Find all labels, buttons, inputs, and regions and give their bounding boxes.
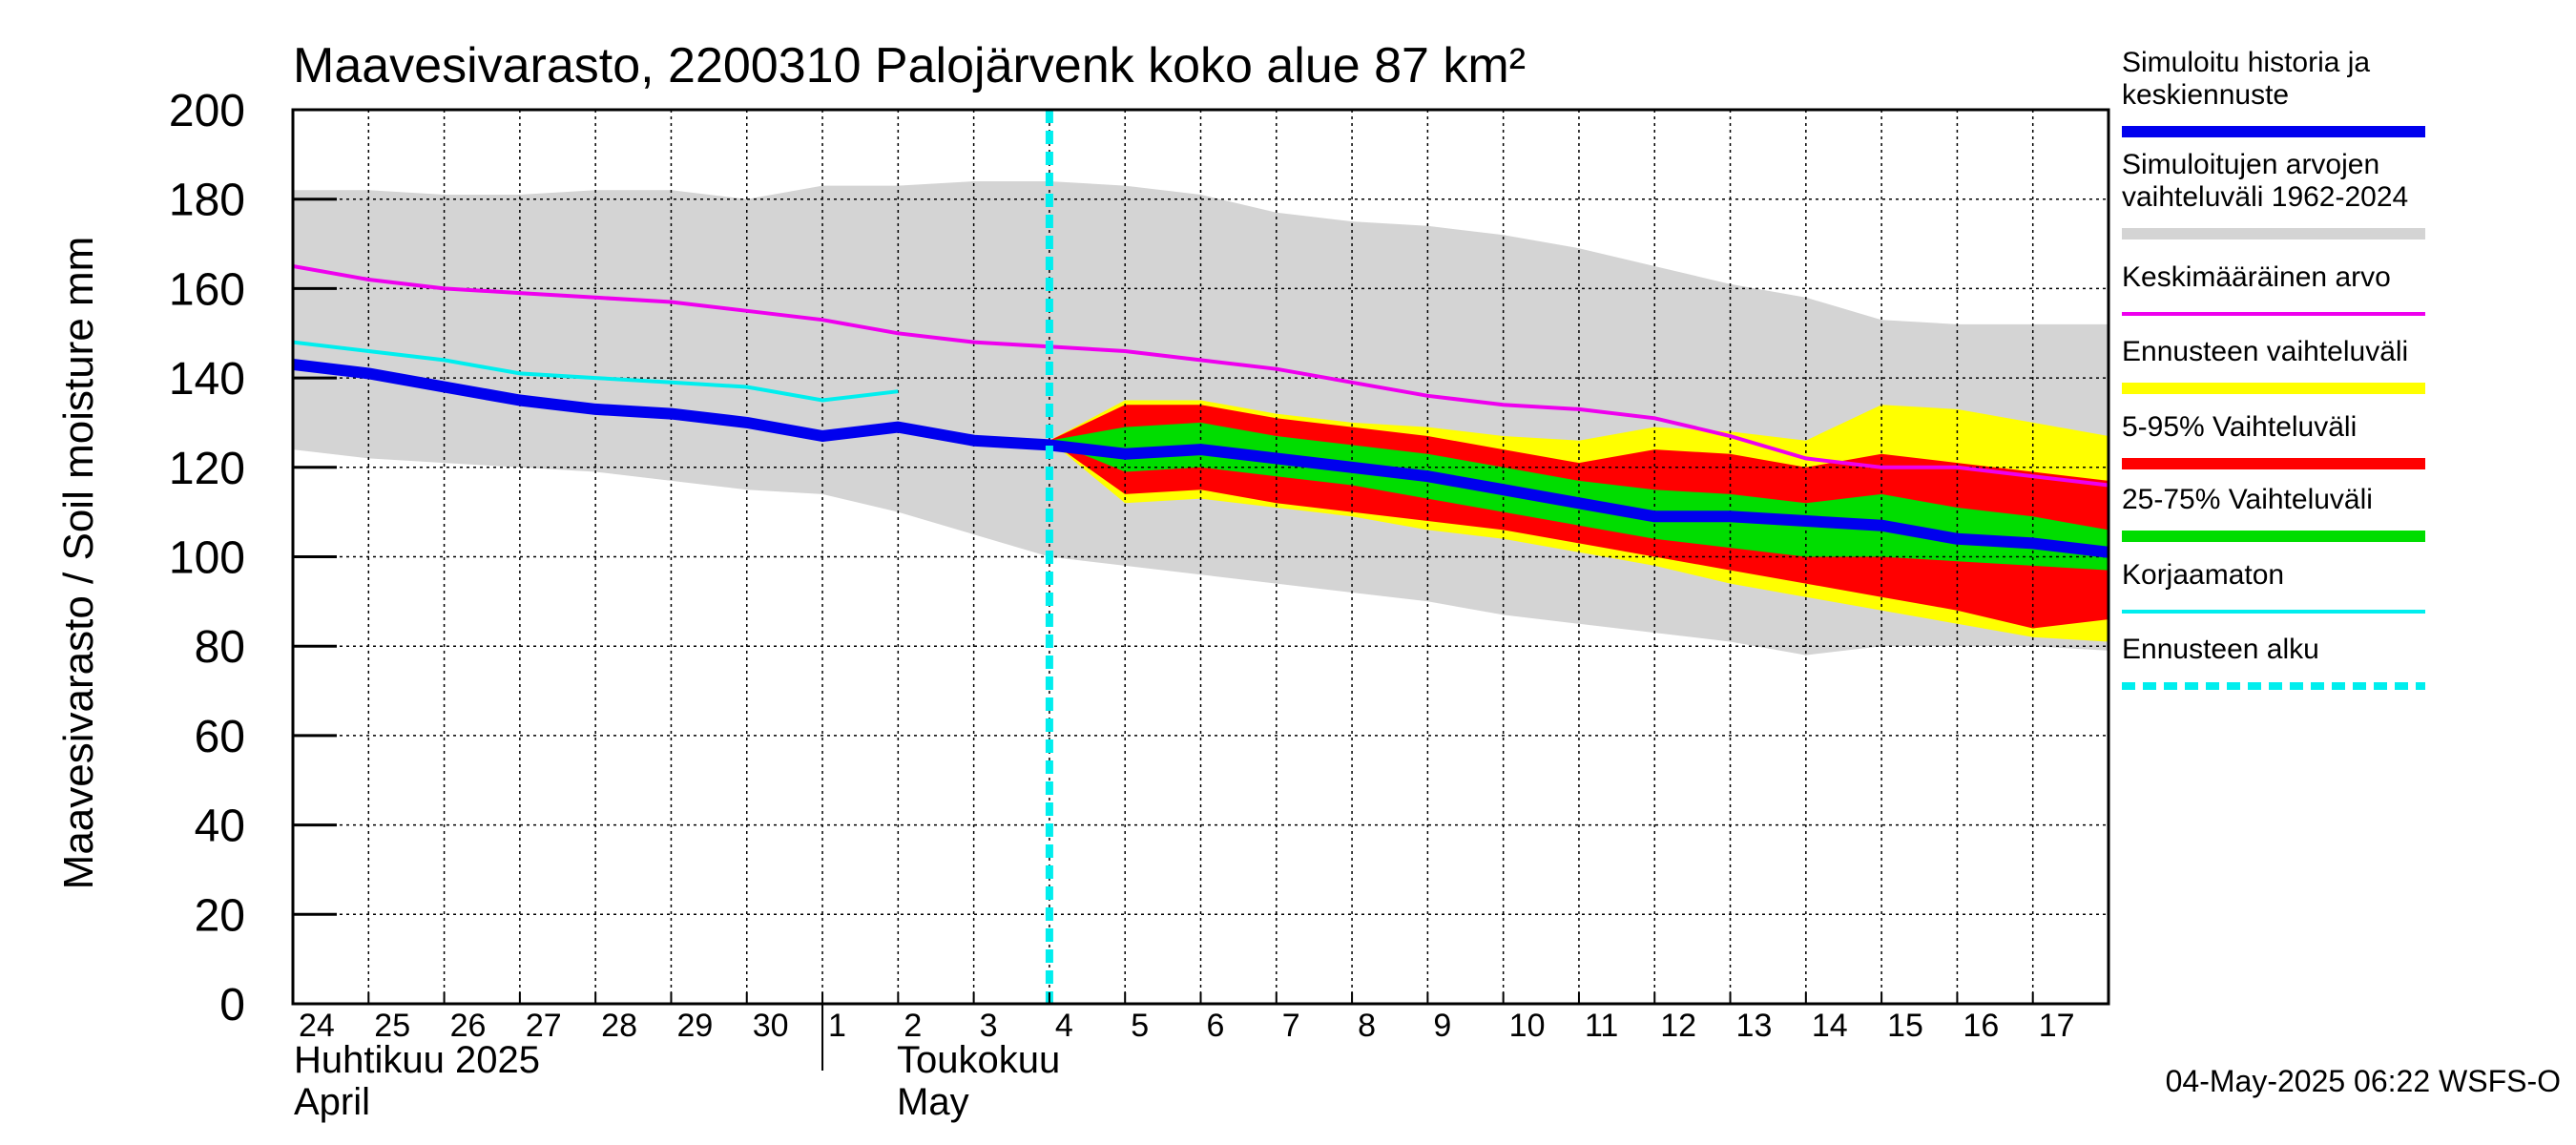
x-tick-label-27: 27 (526, 1008, 562, 1044)
x-tick-label-16: 16 (1963, 1008, 1999, 1044)
y-tick-label-140: 140 (169, 354, 245, 405)
legend-label-forecast_start: Ennusteen alku (2122, 634, 2319, 665)
x-tick-label-24: 24 (299, 1008, 335, 1044)
x-tick-label-11: 11 (1585, 1008, 1618, 1044)
history-line (293, 359, 2109, 558)
y-tick-label-60: 60 (195, 712, 245, 762)
y-tick-label-120: 120 (169, 444, 245, 494)
uncorrected-line (293, 340, 899, 403)
y-tick-label-40: 40 (195, 802, 245, 852)
x-tick-label-9: 9 (1433, 1008, 1451, 1044)
month-label-may-fi: Toukokuu (897, 1039, 1060, 1081)
x-tick-label-29: 29 (676, 1008, 713, 1044)
x-tick-label-12: 12 (1660, 1008, 1696, 1044)
legend-label-green: 25-75% Vaihteluväli (2122, 484, 2373, 515)
timestamp-label: 04-May-2025 06:22 WSFS-O (2166, 1064, 2561, 1098)
x-tick-label-8: 8 (1358, 1008, 1376, 1044)
x-tick-label-13: 13 (1736, 1008, 1773, 1044)
x-tick-label-17: 17 (2039, 1008, 2075, 1044)
legend-label-mean: Keskimääräinen arvo (2122, 261, 2391, 293)
x-tick-label-4: 4 (1055, 1008, 1073, 1044)
y-tick-label-20: 20 (195, 890, 245, 941)
x-tick-label-2: 2 (904, 1008, 922, 1044)
mean-line (293, 264, 2109, 488)
y-tick-label-200: 200 (169, 86, 245, 136)
legend-label-yellow: Ennusteen vaihteluväli (2122, 336, 2408, 367)
x-tick-label-26: 26 (450, 1008, 487, 1044)
y-tick-label-100: 100 (169, 533, 245, 584)
legend-label-history-1: Simuloitu historia ja (2122, 47, 2370, 78)
x-tick-label-6: 6 (1207, 1008, 1225, 1044)
month-label-may-en: May (897, 1081, 969, 1123)
legend-label-range_hist-1: Simuloitujen arvojen (2122, 149, 2379, 180)
legend-label-range_hist-2: vaihteluväli 1962-2024 (2122, 181, 2408, 213)
x-tick-label-25: 25 (374, 1008, 410, 1044)
x-tick-label-7: 7 (1282, 1008, 1300, 1044)
legend-label-uncorrected: Korjaamaton (2122, 559, 2284, 591)
x-tick-label-1: 1 (828, 1008, 846, 1044)
legend-label-red: 5-95% Vaihteluväli (2122, 411, 2357, 443)
x-tick-label-5: 5 (1131, 1008, 1149, 1044)
y-tick-label-80: 80 (195, 622, 245, 673)
month-label-april-en: April (294, 1081, 370, 1123)
y-tick-label-180: 180 (169, 176, 245, 226)
y-tick-label-0: 0 (219, 980, 245, 1030)
x-tick-label-10: 10 (1509, 1008, 1546, 1044)
y-tick-label-160: 160 (169, 264, 245, 315)
x-tick-label-28: 28 (601, 1008, 637, 1044)
series-lines-layer (293, 110, 2109, 1004)
y-axis-label: Maavesivarasto / Soil moisture mm (55, 237, 102, 890)
chart-title: Maavesivarasto, 2200310 Palojärvenk koko… (293, 38, 1526, 94)
legend-label-history-2: keskiennuste (2122, 79, 2289, 111)
x-tick-label-15: 15 (1887, 1008, 1923, 1044)
month-label-april-fi: Huhtikuu 2025 (294, 1039, 540, 1081)
x-tick-label-30: 30 (753, 1008, 789, 1044)
x-tick-label-14: 14 (1812, 1008, 1848, 1044)
x-tick-label-3: 3 (980, 1008, 998, 1044)
